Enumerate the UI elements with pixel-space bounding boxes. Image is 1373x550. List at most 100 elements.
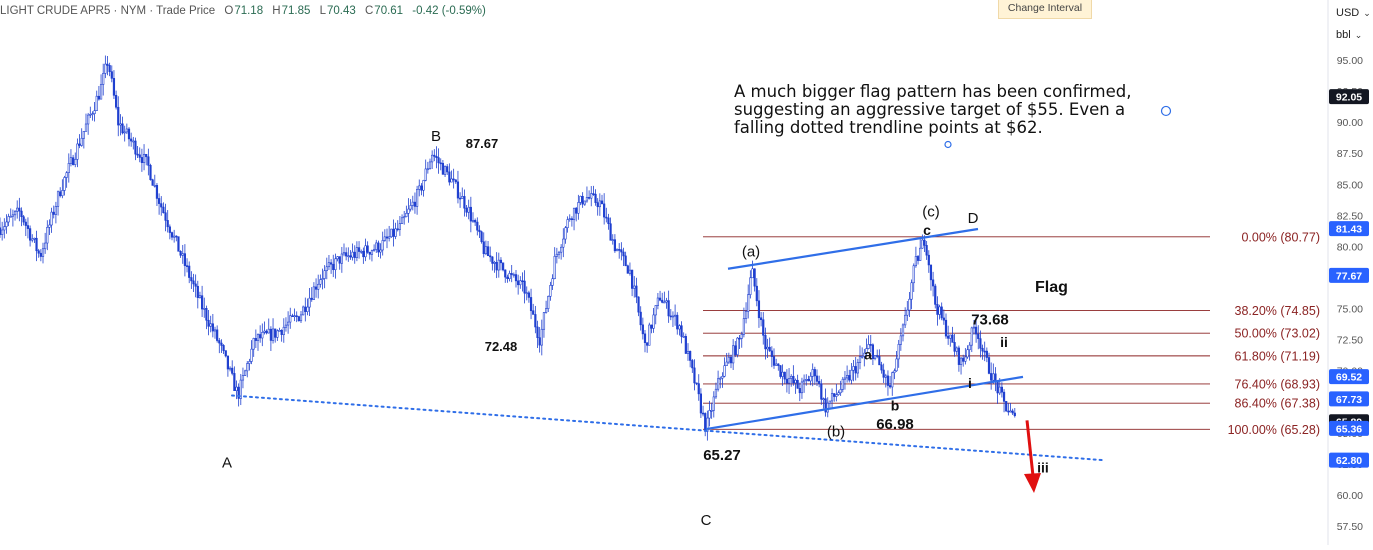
- candle-body: [910, 282, 913, 300]
- candle-body: [624, 255, 627, 267]
- wave-label: (a): [742, 243, 760, 260]
- candle-body: [306, 306, 309, 312]
- candle-body: [388, 236, 391, 239]
- candle-body: [809, 375, 812, 382]
- change-interval-button[interactable]: Change Interval: [998, 0, 1092, 19]
- candle-body: [813, 369, 816, 377]
- candle-body: [461, 196, 464, 199]
- candle-body: [41, 248, 45, 257]
- candle-body: [403, 216, 406, 219]
- candle-body: [553, 256, 556, 279]
- candle-body: [686, 350, 690, 354]
- candle-body: [641, 324, 644, 335]
- candle-body: [377, 242, 380, 253]
- candle-body: [299, 314, 303, 322]
- unit-select[interactable]: bbl ⌄: [1336, 25, 1373, 45]
- candle-body: [220, 342, 223, 346]
- candle-body: [390, 228, 393, 238]
- candle-body: [964, 356, 967, 362]
- wave-label: 66.98: [876, 416, 914, 433]
- candle-body: [534, 314, 537, 328]
- candle-body: [338, 256, 341, 264]
- candle-body: [289, 315, 292, 323]
- candle-body: [904, 314, 907, 326]
- open-label: O: [224, 5, 234, 17]
- candle-body: [605, 216, 608, 219]
- candle-body: [269, 328, 273, 341]
- candle-body: [977, 333, 980, 339]
- candle-body: [175, 235, 178, 238]
- candle-body: [228, 367, 232, 370]
- wave-label: C: [701, 512, 712, 529]
- candle-body: [719, 377, 722, 380]
- candle-body: [695, 382, 698, 385]
- candle-body: [99, 84, 103, 100]
- candle-body: [78, 143, 81, 146]
- candle-body: [512, 274, 515, 276]
- candle-body: [841, 378, 844, 390]
- candle-body: [768, 346, 771, 352]
- candle-body: [570, 218, 573, 221]
- candle-body: [532, 310, 535, 315]
- candle-body: [878, 356, 881, 366]
- candle-body: [93, 110, 96, 114]
- candle-body: [183, 253, 187, 266]
- candle-body: [80, 137, 83, 146]
- candle-body: [364, 245, 367, 258]
- candle-body: [476, 221, 479, 231]
- candle-body: [463, 196, 466, 209]
- candles-layer: [0, 55, 1016, 441]
- candle-body: [738, 337, 741, 340]
- candle-body: [499, 259, 503, 264]
- candle-body: [265, 330, 268, 334]
- wave-label: b: [891, 397, 900, 413]
- wave-label: D: [968, 210, 979, 227]
- candle-body: [110, 71, 113, 79]
- candle-body: [790, 375, 793, 379]
- candle-body: [3, 226, 6, 231]
- candle-body: [67, 163, 70, 173]
- candle-body: [33, 237, 36, 240]
- candle-body: [936, 304, 939, 315]
- low-label: L: [319, 5, 326, 17]
- candle-body: [794, 379, 797, 384]
- candle-body: [987, 357, 991, 374]
- chart-annotation-text[interactable]: A much bigger flag pattern has been conf…: [734, 82, 1132, 137]
- candle-body: [944, 319, 948, 337]
- candle-body: [400, 217, 404, 224]
- candle-body: [968, 344, 971, 351]
- candle-body: [871, 344, 874, 360]
- candle-body: [826, 402, 829, 413]
- y-tick-label: 57.50: [1337, 521, 1363, 533]
- drawing-anchor-handle: [1160, 105, 1172, 117]
- currency-select[interactable]: USD ⌄: [1336, 3, 1373, 23]
- chevron-down-icon: ⌄: [1363, 8, 1371, 18]
- candle-body: [805, 378, 808, 381]
- price-tag: [1329, 391, 1369, 407]
- candle-body: [1005, 401, 1008, 412]
- candle-body: [235, 386, 238, 391]
- candle-body: [673, 314, 677, 317]
- candle-body: [392, 228, 395, 237]
- candle-body: [822, 398, 825, 400]
- price-tag-label: 92.05: [1336, 92, 1362, 104]
- wave-label: 73.68: [971, 312, 1009, 329]
- candle-body: [693, 367, 696, 384]
- candle-body: [226, 355, 230, 370]
- candle-body: [538, 337, 541, 346]
- candle-body: [179, 250, 182, 256]
- price-tag: [1329, 420, 1369, 436]
- candle-body: [626, 265, 629, 274]
- candle-body: [884, 375, 887, 378]
- candle-body: [880, 364, 883, 371]
- candle-body: [456, 181, 460, 199]
- price-tag-label: 77.67: [1336, 270, 1362, 282]
- candle-body: [579, 195, 582, 203]
- candle-body: [762, 319, 765, 336]
- candle-body: [246, 363, 249, 372]
- candle-body: [914, 256, 917, 267]
- candle-body: [637, 296, 640, 313]
- candle-body: [714, 388, 718, 398]
